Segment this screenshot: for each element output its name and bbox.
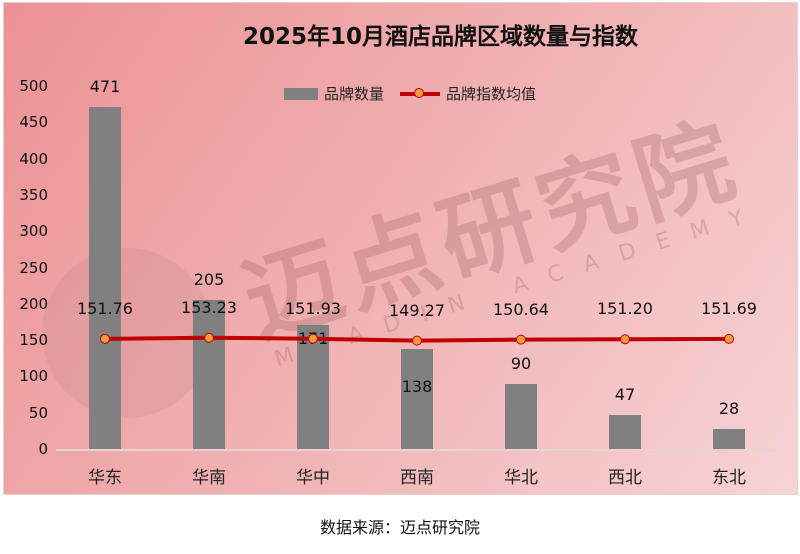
x-axis-line bbox=[56, 449, 775, 451]
line-marker bbox=[620, 334, 630, 345]
watermark-logo-circle bbox=[42, 248, 212, 418]
line-value-label: 151.20 bbox=[597, 299, 653, 319]
line-marker bbox=[100, 333, 110, 344]
bar-value-label: 90 bbox=[510, 353, 532, 373]
legend-line-swatch bbox=[400, 87, 441, 98]
y-tick-label: 450 bbox=[19, 113, 48, 132]
bar-value-label: 138 bbox=[401, 376, 433, 396]
legend-bar-swatch bbox=[284, 87, 318, 100]
bar-西北 bbox=[609, 414, 641, 449]
legend-line-label: 品牌指数均值 bbox=[446, 85, 537, 103]
data-source: 数据来源：迈点研究院 bbox=[319, 518, 480, 537]
bar-华东 bbox=[89, 107, 121, 449]
x-tick-label: 西南 bbox=[400, 468, 434, 488]
line-value-label: 151.93 bbox=[285, 298, 341, 318]
chart-title: 2025年10月酒店品牌区域数量与指数 bbox=[242, 24, 639, 50]
line-marker bbox=[204, 332, 214, 343]
line-value-label: 149.27 bbox=[389, 300, 445, 320]
x-tick-label: 华南 bbox=[192, 468, 226, 488]
y-tick-label: 50 bbox=[28, 403, 48, 422]
bar-华南 bbox=[193, 300, 225, 449]
chart-panel: 迈点研究院 MEADIN ACADEMY 2025年10月酒店品牌区域数量与指数… bbox=[3, 2, 798, 495]
y-tick-label: 100 bbox=[19, 367, 48, 386]
x-tick-label: 华北 bbox=[504, 468, 538, 488]
line-marker bbox=[412, 335, 422, 346]
y-tick-label: 0 bbox=[38, 440, 48, 458]
line-value-label: 153.23 bbox=[181, 297, 237, 317]
line-marker bbox=[308, 333, 318, 344]
y-tick-label: 250 bbox=[19, 258, 48, 277]
x-tick-label: 西北 bbox=[608, 468, 642, 488]
bar-value-label: 28 bbox=[718, 398, 740, 418]
y-tick-label: 350 bbox=[19, 185, 48, 204]
x-tick-label: 华中 bbox=[296, 468, 330, 488]
bar-value-label: 471 bbox=[89, 77, 121, 97]
y-tick-label: 300 bbox=[19, 222, 48, 241]
line-marker bbox=[516, 334, 526, 345]
line-value-label: 151.76 bbox=[77, 298, 133, 318]
y-tick-label: 400 bbox=[19, 149, 48, 168]
bar-东北 bbox=[713, 428, 745, 449]
y-tick-label: 500 bbox=[19, 77, 48, 95]
line-marker bbox=[724, 333, 734, 344]
bar-西南 bbox=[401, 348, 433, 449]
line-value-label: 151.69 bbox=[701, 298, 757, 318]
bar-华北 bbox=[505, 383, 537, 449]
legend-bar-label: 品牌数量 bbox=[324, 85, 385, 103]
line-value-label: 150.64 bbox=[493, 299, 549, 319]
x-tick-label: 东北 bbox=[712, 468, 746, 488]
index-line bbox=[100, 332, 734, 346]
y-tick-label: 200 bbox=[19, 294, 48, 313]
bar-华中 bbox=[297, 324, 329, 449]
y-tick-label: 150 bbox=[19, 331, 48, 350]
x-tick-label: 华东 bbox=[88, 468, 122, 488]
legend: 品牌数量 品牌指数均值 bbox=[284, 83, 536, 104]
bar-value-label: 205 bbox=[193, 270, 225, 290]
bar-value-label: 47 bbox=[614, 384, 636, 404]
